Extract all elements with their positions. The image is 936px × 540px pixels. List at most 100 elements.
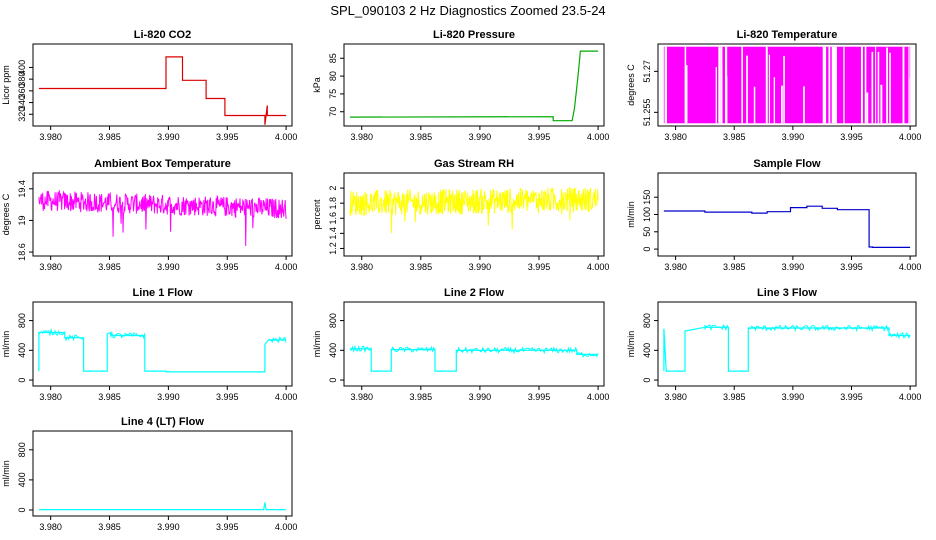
chart-title: Line 1 Flow [133,287,193,299]
y-tick-label: 0 [17,507,27,512]
x-tick-label: 3.985 [98,262,121,272]
x-tick-label: 3.980 [39,392,62,402]
chart-panel: Li-820 Pressure kPa 3.980 3.985 3.990 3.995 4.… [312,29,609,142]
y-tick-label: 70 [328,107,338,117]
series-group [663,46,911,124]
x-tick-label: 3.985 [723,262,746,272]
chart-title: Li-820 Pressure [433,29,515,41]
y-axis-label: kPa [312,77,322,93]
y-axis-label: ml/min [626,331,636,358]
y-tick-label: 380 [17,72,27,87]
chart-title: Line 3 Flow [757,287,817,299]
x-tick-label: 3.995 [840,132,863,142]
series-group [349,344,599,372]
y-tick-label: 0 [17,378,27,383]
y-tick-label: 320 [17,107,27,122]
series-group [349,187,599,234]
y-tick-label: 0 [328,378,338,383]
y-axis-label: ml/min [626,201,636,228]
panels: Li-820 CO2 Licor ppm 3.980 3.985 3.990 3.995 4… [1,29,921,532]
x-tick-label: 3.980 [39,522,62,532]
x-tick-label: 3.995 [840,262,863,272]
chart-title: Ambient Box Temperature [94,158,231,170]
y-axis-label: percent [312,199,322,230]
series-noise [110,331,146,340]
x-tick-label: 3.985 [98,522,121,532]
plot-frame [657,172,917,257]
x-tick-label: 3.990 [157,392,180,402]
y-tick-label: 0 [642,378,652,383]
x-tick-label: 3.980 [39,132,62,142]
x-tick-label: 4.000 [899,262,922,272]
figure-title: SPL_090103 2 Hz Diagnostics Zoomed 23.5-… [330,3,605,18]
plot-frame [343,172,605,257]
y-tick-label: 1.6 [328,212,338,225]
series-group [663,205,911,248]
x-tick-label: 4.000 [587,392,610,402]
x-tick-label: 3.990 [469,262,492,272]
plot-frame [343,43,605,127]
series-noise [576,351,599,358]
x-tick-label: 3.995 [528,392,551,402]
plot-frame [32,301,293,387]
chart-title: Li-820 Temperature [737,29,838,41]
x-tick-label: 4.000 [275,392,298,402]
series-line [38,502,287,511]
chart-panel: Line 2 Flow ml/min 3.980 3.985 3.990 3.995 4.0… [312,287,609,402]
x-tick-label: 3.985 [410,392,433,402]
chart-panel: Line 4 (LT) Flow ml/min 3.980 3.985 3.990 3.9… [1,416,297,532]
x-tick-label: 3.980 [350,132,373,142]
series-line [38,56,287,125]
chart-panel: Line 1 Flow ml/min 3.980 3.985 3.990 3.995 4.0… [1,287,297,402]
y-axis-label: ml/min [312,331,322,358]
y-tick-label: 85 [328,53,338,63]
plot-frame [32,430,293,517]
x-tick-label: 3.990 [469,132,492,142]
y-axis-label: degrees C [626,64,636,106]
x-tick-label: 3.980 [664,132,687,142]
x-tick-label: 3.995 [528,262,551,272]
chart-title: Li-820 CO2 [134,29,191,41]
series-band [663,46,911,124]
y-axis-label: degrees C [1,193,11,235]
x-tick-label: 3.985 [410,132,433,142]
series-line [38,189,287,247]
series-noise [888,331,911,340]
x-tick-label: 3.995 [528,132,551,142]
chart-panel: Line 3 Flow ml/min 3.980 3.985 3.990 3.995 4.0… [626,287,921,402]
y-tick-label: 400 [328,343,338,358]
y-tick-label: 150 [642,190,652,205]
plot-frame [32,43,293,127]
series-line [663,326,911,372]
y-tick-label: 340 [17,95,27,110]
x-tick-label: 3.985 [98,392,121,402]
x-tick-label: 3.995 [216,132,239,142]
x-tick-label: 3.985 [723,392,746,402]
x-tick-label: 4.000 [275,262,298,272]
chart-panel: Gas Stream RH percent 3.980 3.985 3.990 3.995… [312,158,609,272]
chart-title: Gas Stream RH [434,158,514,170]
y-tick-label: 18.6 [17,243,27,261]
x-tick-label: 3.980 [39,262,62,272]
x-tick-label: 3.980 [664,262,687,272]
chart-panel: Li-820 Temperature degrees C 3.980 3.985 3.9… [626,29,921,142]
series-noise [64,333,84,342]
x-tick-label: 4.000 [899,132,922,142]
chart-title: Line 2 Flow [444,287,504,299]
x-tick-label: 3.990 [157,522,180,532]
plot-frame [657,301,917,387]
x-tick-label: 3.995 [216,522,239,532]
y-axis-label: ml/min [1,460,11,487]
y-tick-label: 800 [642,313,652,328]
y-axis-label: Licor ppm [1,65,11,105]
series-group [38,56,287,125]
series-noise [390,345,436,353]
x-tick-label: 4.000 [587,132,610,142]
y-tick-label: 1.8 [328,197,338,210]
x-tick-label: 3.990 [782,392,805,402]
chart-title: Sample Flow [753,158,821,170]
x-tick-label: 3.990 [782,262,805,272]
series-noise [704,324,729,332]
y-tick-label: 400 [17,60,27,75]
y-tick-label: 51.255 [642,99,652,127]
